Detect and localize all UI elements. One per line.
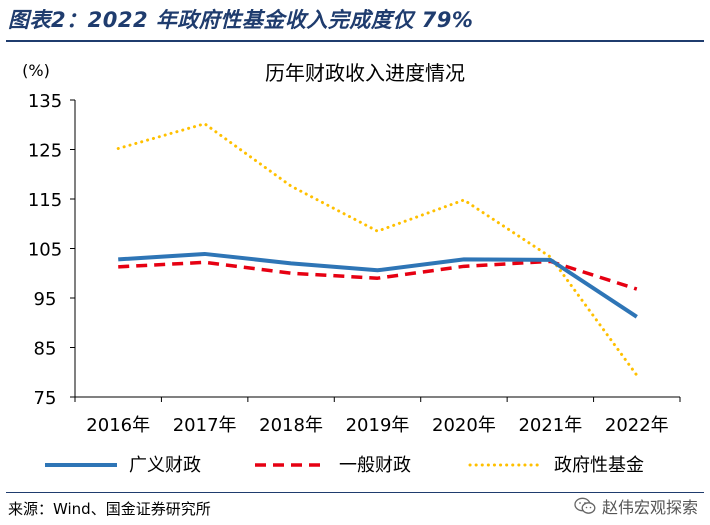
legend-item: 一般财政 [255,455,411,476]
y-tick-label: 135 [28,91,62,112]
legend-item: 政府性基金 [468,455,644,476]
y-tick-label: 95 [34,289,57,310]
y-tick-label: 75 [34,388,57,409]
x-tick-label: 2016年 [86,415,150,436]
x-tick-label: 2022年 [605,415,669,436]
source-divider [6,492,704,493]
y-axis: 75 85 95 105 115 125 135 [28,91,76,409]
x-tick-label: 2020年 [432,415,496,436]
y-axis-unit-label: (%) [22,61,50,80]
y-tick-label: 85 [34,339,57,360]
wechat-icon [574,497,596,514]
series-line [116,122,639,377]
y-tick-label: 115 [28,190,62,211]
watermark-text: 赵伟宏观探索 [601,498,698,517]
legend-label: 政府性基金 [554,455,644,476]
title-divider [6,40,704,42]
series-3 [116,122,639,377]
figure-title: 图表2：2022 年政府性基金收入完成度仅 79% [8,8,474,32]
series-1 [118,251,638,319]
x-tick-label: 2021年 [518,415,582,436]
watermark: 赵伟宏观探索 [574,494,698,518]
legend-label: 广义财政 [129,455,201,476]
series-layer [116,122,639,377]
x-tick-label: 2017年 [173,415,237,436]
x-tick-label: 2019年 [346,415,410,436]
x-tick-label: 2018年 [259,415,323,436]
x-axis: 2016年 2017年 2018年 2019年 2020年 2021年 2022年 [74,396,681,436]
source-note: 来源：Wind、国金证券研究所 [8,500,211,518]
y-tick-label: 105 [28,240,62,261]
legend: 广义财政 一般财政 政府性基金 [45,455,644,476]
series-line [118,251,638,319]
legend-item: 广义财政 [45,455,201,476]
chart-title: 历年财政收入进度情况 [265,61,465,85]
legend-label: 一般财政 [339,455,411,476]
y-tick-label: 125 [28,141,62,162]
